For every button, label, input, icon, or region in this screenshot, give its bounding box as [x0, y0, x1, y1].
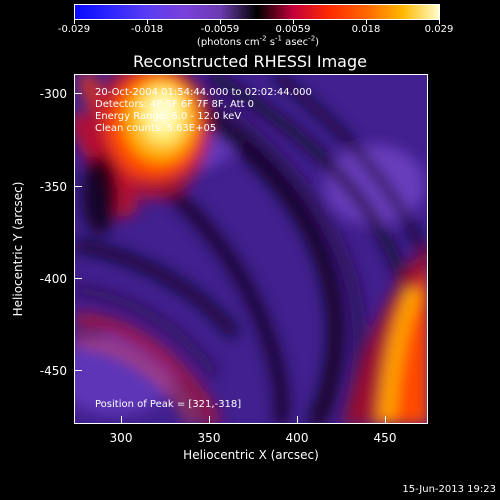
x-tick — [209, 416, 210, 424]
plot-title: Reconstructed RHESSI Image — [133, 52, 367, 71]
x-tick — [385, 416, 386, 424]
colorbar-tick — [220, 20, 221, 24]
y-tick — [74, 186, 82, 187]
y-tick — [74, 370, 82, 371]
annotation-detectors: Detectors: 4F 5F 6F 7F 8F, Att 0 — [95, 99, 255, 110]
x-tick-label: 300 — [109, 431, 133, 445]
annotation-peak-position: Position of Peak = [321,-318] — [95, 399, 242, 410]
x-tick-label: 400 — [285, 431, 309, 445]
colorbar-tick — [147, 20, 148, 24]
timestamp: 15-Jun-2013 19:23 — [402, 484, 496, 495]
colorbar-tick-label: -0.018 — [130, 24, 164, 35]
colorbar-tick — [74, 20, 75, 24]
y-tick-label: -350 — [39, 180, 67, 194]
y-tick — [74, 93, 82, 94]
colorbar-tick-label: 0.018 — [351, 24, 381, 35]
image-structures — [75, 75, 427, 423]
y-tick-label: -450 — [39, 364, 67, 378]
colorbar-units: (photons cm-2 s-1 asec-2) — [196, 34, 320, 48]
annotation-clean-counts: Clean counts: 5.63E+05 — [95, 123, 217, 134]
y-tick — [74, 278, 82, 279]
x-axis-label: Heliocentric X (arcsec) — [183, 448, 319, 462]
x-tick — [297, 416, 298, 424]
x-tick — [121, 416, 122, 424]
colorbar-tick-label: -0.0059 — [200, 24, 240, 35]
y-tick-label: -400 — [39, 272, 67, 286]
colorbar-tick-label: -0.029 — [57, 24, 91, 35]
annotation-energy-range: Energy Range: 6.0 - 12.0 keV — [95, 111, 242, 122]
x-tick-label: 350 — [197, 431, 221, 445]
colorbar — [74, 4, 440, 20]
annotation-time-range: 20-Oct-2004 01:54:44.000 to 02:02:44.000 — [95, 87, 312, 98]
colorbar-tick — [366, 20, 367, 24]
y-tick-label: -300 — [39, 87, 67, 101]
colorbar-tick-label: 0.0059 — [275, 24, 311, 35]
colorbar-tick-label: 0.029 — [424, 24, 454, 35]
colorbar-tick — [439, 20, 440, 24]
reconstructed-image — [75, 75, 427, 423]
image-plot-area: 20-Oct-2004 01:54:44.000 to 02:02:44.000… — [74, 74, 428, 424]
x-tick-label: 450 — [373, 431, 397, 445]
colorbar-tick — [293, 20, 294, 24]
y-axis-label: Heliocentric Y (arcsec) — [11, 181, 25, 317]
